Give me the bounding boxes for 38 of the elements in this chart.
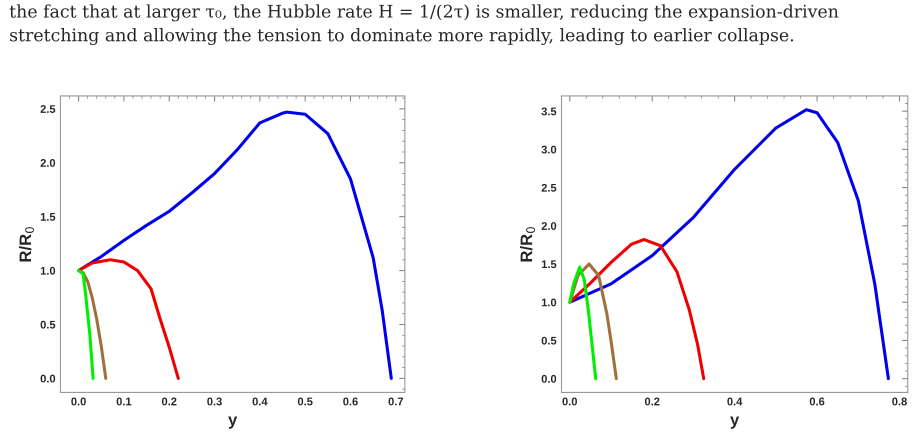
- x-tick-label: 0.6: [343, 398, 358, 406]
- y-tick-label: 3.0: [541, 146, 556, 154]
- line-series: [77, 258, 180, 380]
- y-axis-title: R/R$_{0}$: [520, 227, 535, 262]
- x-tick-label: 0.4: [252, 398, 268, 406]
- x-tick-label: 0.2: [162, 398, 176, 406]
- y-tick-label: 2.0: [542, 222, 556, 230]
- x-tick-label: 0.8: [892, 398, 907, 406]
- line-series: [568, 266, 598, 380]
- line-series: [77, 269, 108, 380]
- y-tick-label: 2.5: [542, 184, 556, 192]
- x-tick-label: 0.1: [116, 398, 132, 406]
- y-axis-title: R/R$_{0}$: [18, 227, 34, 262]
- y-tick-label: 2.5: [40, 105, 56, 113]
- x-tick-label: 0.0: [562, 398, 578, 406]
- y-tick-label: 3.5: [541, 107, 556, 116]
- y-tick-label: 1.0: [40, 266, 56, 275]
- x-tick-label: 0.2: [644, 398, 660, 406]
- y-tick-label: 1.5: [542, 260, 556, 268]
- y-tick-label: 0.5: [40, 320, 56, 329]
- line-series: [77, 110, 393, 380]
- y-tick-label: 2.0: [40, 159, 56, 167]
- x-tick-label: 0.6: [810, 398, 824, 406]
- x-tick-label: 0.4: [727, 398, 742, 406]
- x-tick-label: 0.3: [207, 398, 222, 406]
- line-series: [77, 269, 95, 380]
- y-tick-label: 0.0: [542, 374, 556, 383]
- x-axis-title: y: [228, 416, 238, 429]
- y-tick-label: 0.0: [40, 374, 56, 383]
- text: the fact that at larger τ₀, the Hubble rate H = 1/(2τ) is smaller, reducing the expansion-driven stretching and allowing the tension to dominate more rapidly, leading to earlier collapse.: [10, 4, 838, 46]
- y-tick-label: 0.5: [542, 336, 556, 345]
- x-axis-title: y: [730, 416, 740, 429]
- x-tick-label: 0.0: [71, 398, 86, 406]
- y-tick-label: 1.0: [542, 298, 556, 306]
- x-tick-label: 0.7: [388, 398, 404, 406]
- x-tick-label: 0.5: [298, 398, 313, 406]
- y-tick-label: 1.5: [40, 213, 56, 221]
- line-series: [568, 238, 706, 380]
